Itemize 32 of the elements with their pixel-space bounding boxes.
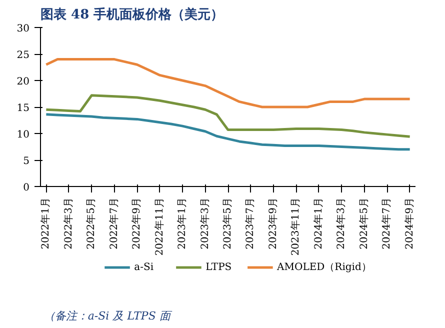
x-tick-label: 2022年11月: [153, 197, 166, 256]
x-tick-label: 2024年3月: [335, 198, 348, 250]
y-tick-label: 20: [16, 76, 30, 88]
x-tick-label: 2022年7月: [108, 198, 120, 250]
line-series: [44, 94, 412, 138]
x-tick-label: 2023年9月: [266, 198, 279, 250]
y-tick-label: 30: [16, 24, 30, 34]
chart-title: 图表 48 手机面板价格（美元）: [40, 6, 224, 22]
x-tick-label: 2023年11月: [290, 197, 302, 256]
x-tick-label: 2022年1月: [40, 198, 52, 250]
legend-label: a-Si: [134, 262, 154, 273]
text: （备注：a-Si 及 LTPS 面: [44, 310, 172, 322]
x-tick-label: 2023年7月: [244, 198, 256, 250]
x-tick-label: 2024年5月: [358, 198, 370, 250]
x-tick-label: 2022年5月: [85, 198, 98, 250]
legend-label: LTPS: [206, 262, 232, 273]
x-tick-label: 2023年5月: [222, 198, 234, 250]
x-tick-label: 2023年3月: [198, 198, 211, 250]
x-tick-label: 2024年1月: [312, 198, 324, 250]
x-tick-label: 2024年9月: [403, 198, 416, 250]
y-tick-label: 5: [23, 156, 30, 167]
y-tick-label: 10: [16, 130, 30, 140]
x-tick-label: 2023年1月: [176, 198, 188, 250]
line-series: [44, 113, 412, 151]
x-tick-label: 2022年3月: [62, 198, 74, 250]
line-series: [44, 58, 412, 108]
legend-label: AMOLED（Rigid）: [276, 262, 372, 273]
x-tick-label: 2022年9月: [130, 198, 143, 250]
y-tick-label: 15: [16, 103, 30, 114]
x-tick-label: 2024年7月: [380, 198, 393, 250]
y-tick-label: 0: [23, 182, 30, 194]
y-tick-label: 25: [16, 50, 30, 61]
